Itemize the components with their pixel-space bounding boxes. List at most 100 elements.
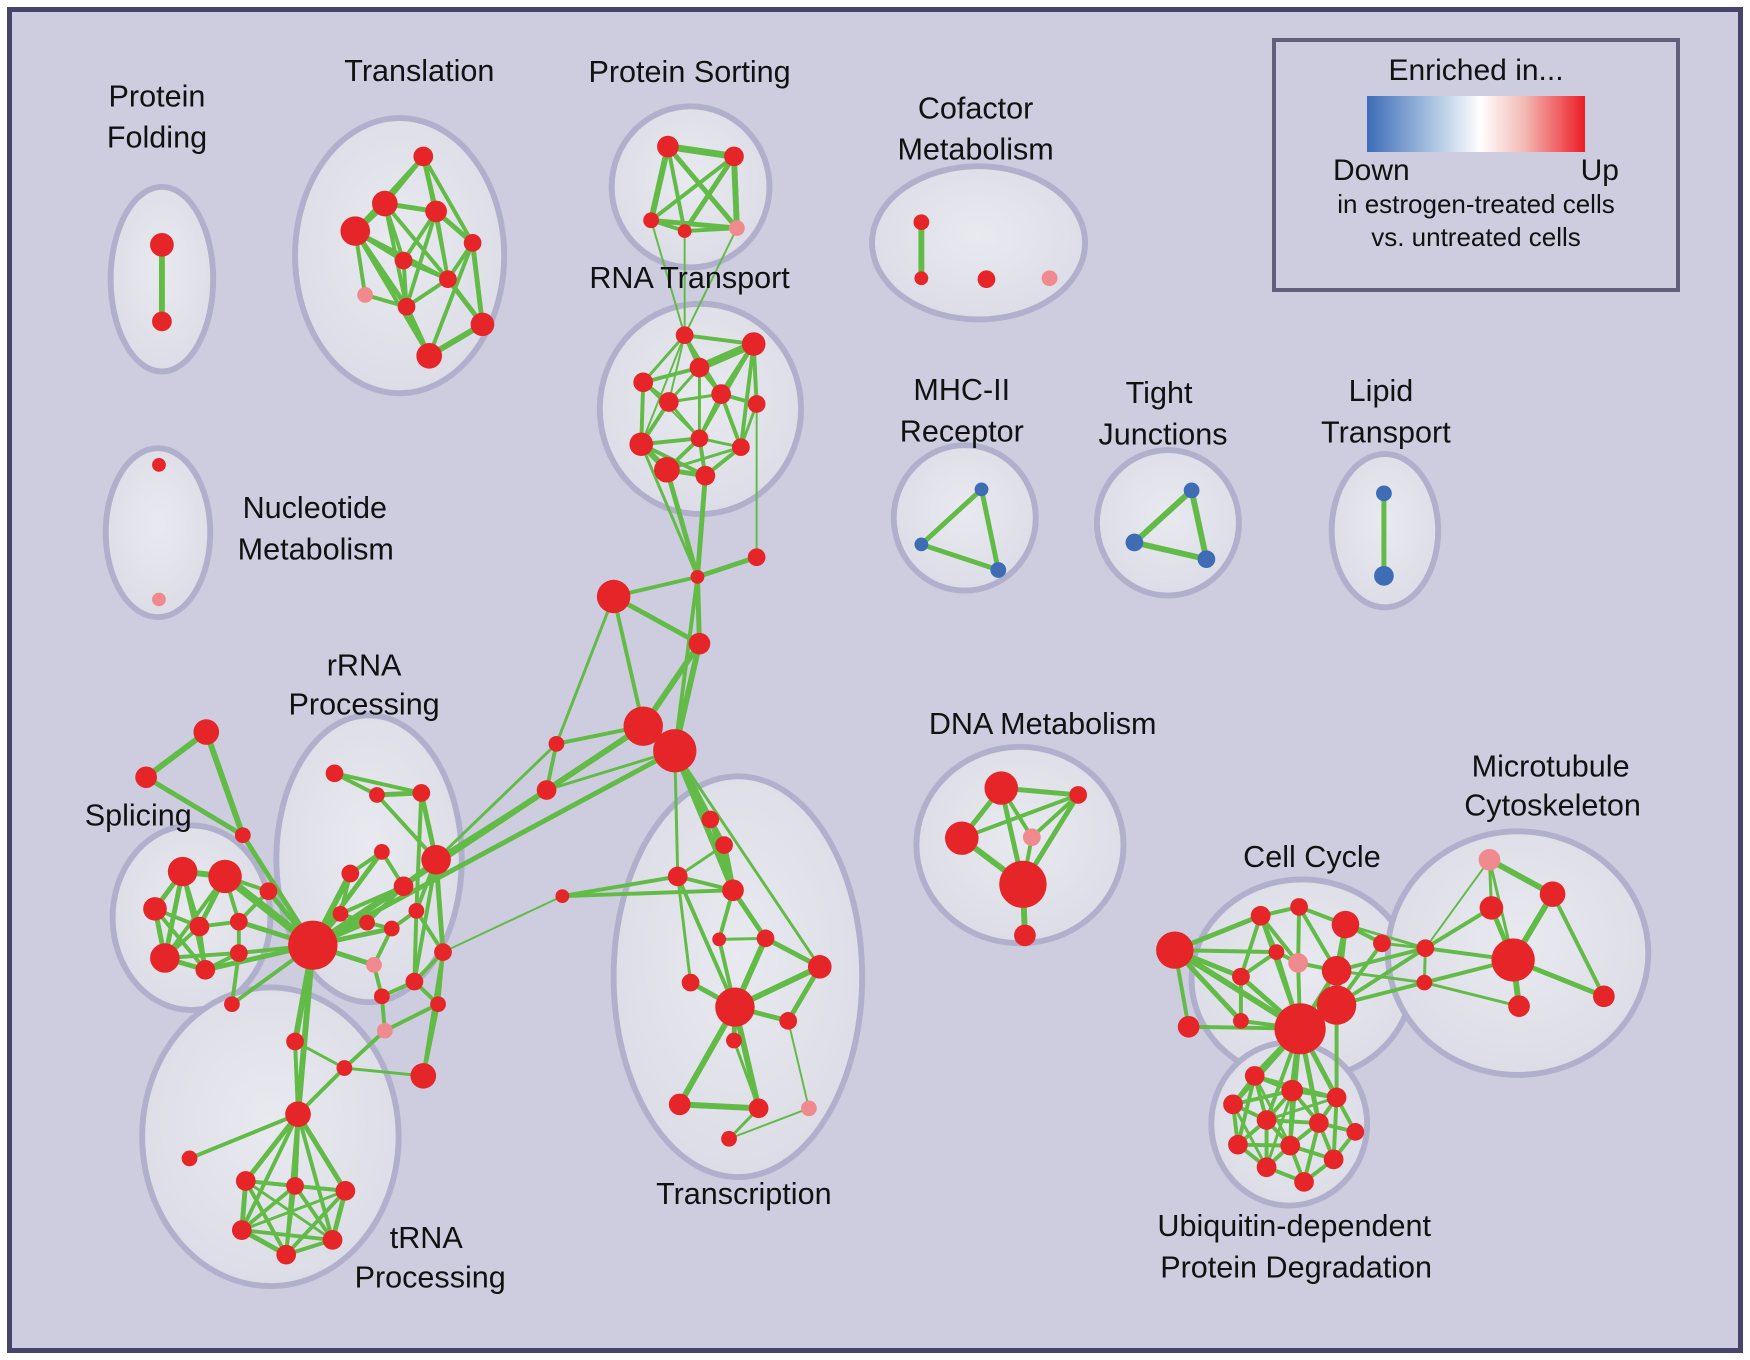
edge bbox=[414, 791, 424, 913]
edge bbox=[239, 1228, 335, 1242]
edge bbox=[640, 334, 686, 446]
cluster-label: Ubiquitin-dependent bbox=[1157, 1209, 1431, 1243]
gene-set-node bbox=[731, 438, 750, 457]
gene-set-node bbox=[405, 972, 424, 991]
gene-set-node bbox=[747, 395, 766, 413]
gene-set-node bbox=[1268, 944, 1285, 960]
edge bbox=[1238, 913, 1263, 979]
network-canvas: Protein Folding Translation Protein Sorting… bbox=[85, 54, 1652, 1294]
gene-set-node bbox=[288, 920, 338, 970]
edge bbox=[649, 154, 736, 223]
gene-set-node bbox=[1197, 550, 1216, 569]
edge bbox=[738, 342, 756, 450]
edge bbox=[664, 143, 738, 160]
gene-set-node bbox=[1069, 786, 1088, 804]
gene-set-node bbox=[1280, 1135, 1301, 1156]
edge bbox=[1265, 1089, 1294, 1169]
cluster-ellipse-cofactor-metabolism bbox=[869, 163, 1089, 323]
edge bbox=[639, 442, 699, 579]
edge bbox=[434, 742, 558, 862]
gene-set-node bbox=[340, 216, 371, 246]
edge bbox=[554, 595, 616, 746]
cluster-ellipse-protein-sorting bbox=[608, 103, 773, 271]
cluster-label: Transcription bbox=[656, 1177, 832, 1211]
gene-set-node bbox=[712, 932, 727, 947]
edge bbox=[382, 1002, 441, 1033]
edge bbox=[412, 857, 439, 984]
edge bbox=[427, 240, 475, 358]
gene-set-node bbox=[1323, 1149, 1344, 1170]
edge bbox=[342, 1066, 425, 1078]
gene-set-node bbox=[914, 537, 929, 552]
gene-set-node bbox=[1508, 995, 1530, 1017]
gene-set-node bbox=[412, 784, 431, 802]
gene-set-node bbox=[984, 771, 1019, 805]
gene-set-node bbox=[1321, 956, 1352, 986]
cluster-label: Translation bbox=[344, 54, 494, 88]
edge bbox=[787, 1019, 810, 1110]
edge bbox=[162, 874, 228, 960]
edge bbox=[1131, 539, 1210, 563]
gene-set-node bbox=[1373, 934, 1391, 953]
edge bbox=[1334, 946, 1428, 973]
edge bbox=[648, 143, 671, 224]
cluster-ellipse-mhc-ii-receptor bbox=[890, 442, 1039, 594]
edge bbox=[433, 857, 446, 955]
gene-set-node bbox=[659, 392, 679, 412]
gene-set-node bbox=[208, 859, 242, 894]
gene-set-node bbox=[193, 719, 220, 745]
gene-set-node bbox=[285, 1101, 311, 1127]
edge bbox=[676, 874, 693, 985]
edge bbox=[1258, 913, 1301, 965]
edge bbox=[244, 1179, 335, 1242]
gene-set-node bbox=[1244, 1066, 1265, 1086]
gene-set-node bbox=[1308, 1113, 1329, 1133]
gene-set-node bbox=[1346, 1123, 1365, 1141]
gene-set-node bbox=[397, 297, 416, 316]
gene-set-node bbox=[366, 957, 382, 973]
gene-set-node bbox=[371, 190, 398, 217]
gene-set-node bbox=[322, 1230, 343, 1250]
gene-set-node bbox=[654, 457, 680, 483]
gene-set-node bbox=[235, 1171, 256, 1191]
gene-set-node bbox=[1478, 848, 1501, 871]
cluster-label: Metabolism bbox=[238, 532, 394, 566]
gene-set-node bbox=[376, 1022, 393, 1039]
cluster-label: Protein bbox=[109, 80, 206, 114]
edge bbox=[1131, 487, 1195, 546]
edge bbox=[683, 227, 738, 337]
edge bbox=[545, 749, 677, 792]
edge bbox=[295, 942, 316, 1118]
gene-set-node bbox=[990, 562, 1007, 578]
edge bbox=[682, 153, 737, 234]
edge bbox=[353, 229, 432, 358]
legend-down-label: Down bbox=[1333, 154, 1410, 187]
gene-set-node bbox=[393, 876, 414, 897]
edge bbox=[695, 554, 760, 580]
gene-set-node bbox=[715, 987, 755, 1027]
gene-set-node bbox=[1233, 1013, 1249, 1029]
edge bbox=[695, 473, 708, 580]
edge bbox=[665, 144, 687, 234]
gene-set-node bbox=[596, 579, 631, 614]
gene-set-node bbox=[555, 889, 570, 903]
cluster-label: Nucleotide bbox=[243, 491, 387, 525]
edge bbox=[667, 334, 686, 403]
edge bbox=[342, 1028, 387, 1070]
gene-set-node bbox=[1416, 974, 1433, 991]
edge bbox=[641, 333, 687, 384]
cluster-ellipse-trna-processing bbox=[139, 984, 402, 1290]
gene-set-node bbox=[1125, 533, 1144, 552]
gene-set-node bbox=[1256, 1157, 1277, 1178]
edge bbox=[187, 1112, 300, 1161]
figure-frame: Protein Folding Translation Protein Sorting… bbox=[7, 7, 1743, 1353]
edge bbox=[1265, 1096, 1339, 1122]
gene-set-node bbox=[1281, 1079, 1304, 1102]
gene-set-node bbox=[536, 780, 557, 800]
edge bbox=[243, 1179, 289, 1257]
gene-set-node bbox=[359, 914, 375, 931]
cluster-label: rRNA bbox=[327, 648, 402, 682]
gene-set-node bbox=[756, 929, 775, 948]
gene-set-node bbox=[1228, 1134, 1248, 1155]
